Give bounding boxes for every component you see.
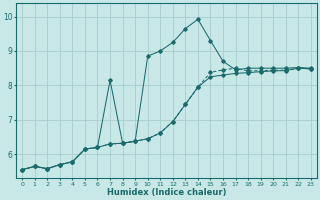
- X-axis label: Humidex (Indice chaleur): Humidex (Indice chaleur): [107, 188, 226, 197]
